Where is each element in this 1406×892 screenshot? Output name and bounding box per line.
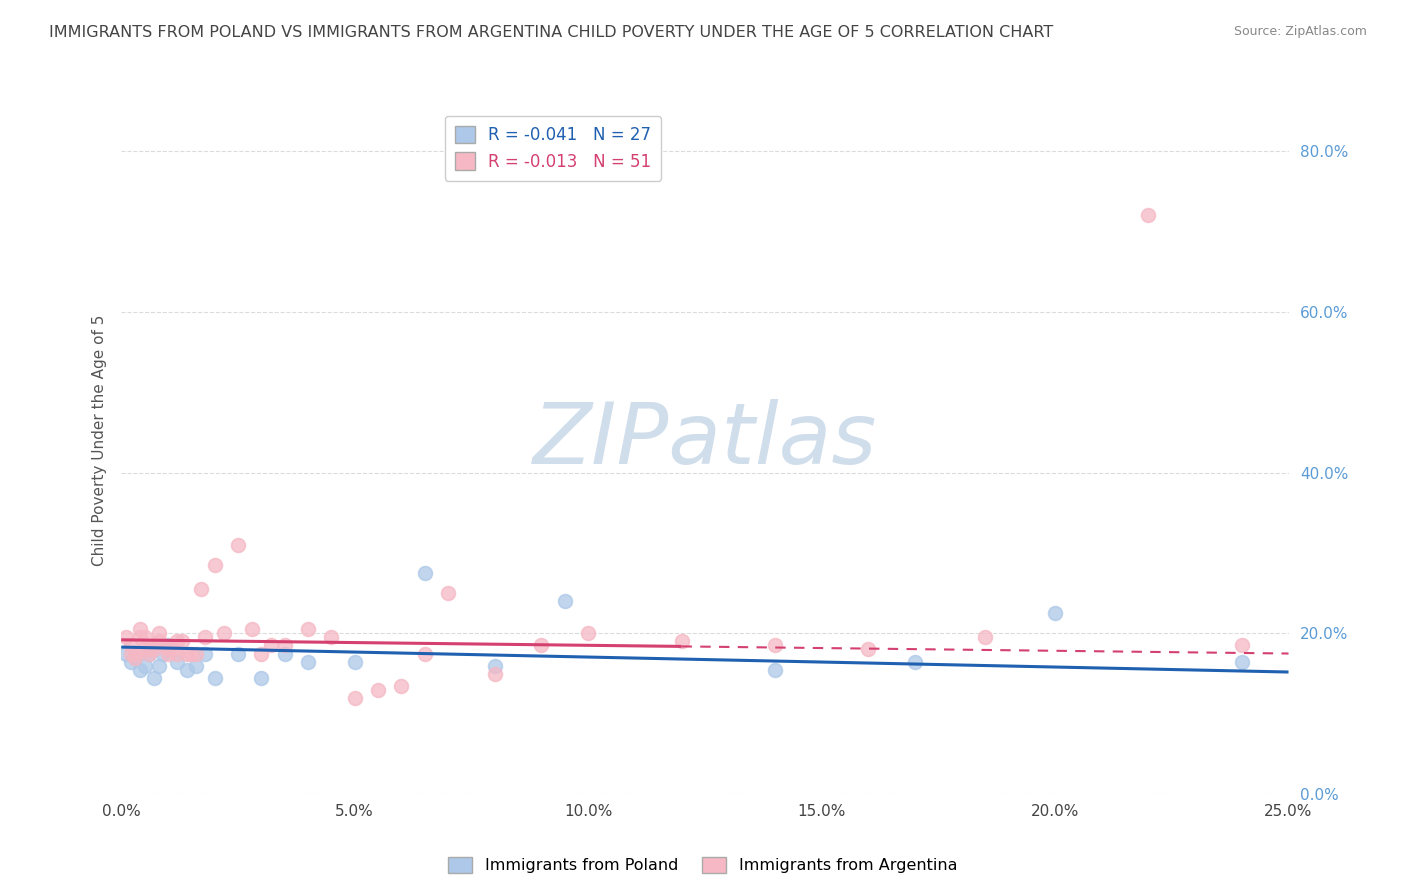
Point: [250, 671, 273, 685]
Point: [484, 658, 506, 673]
Point: [166, 655, 188, 669]
Text: IMMIGRANTS FROM POLAND VS IMMIGRANTS FROM ARGENTINA CHILD POVERTY UNDER THE AGE : IMMIGRANTS FROM POLAND VS IMMIGRANTS FRO…: [49, 25, 1053, 40]
Point: [152, 647, 174, 661]
Text: ZIPatlas: ZIPatlas: [533, 399, 877, 482]
Point: [190, 582, 212, 596]
Point: [124, 650, 146, 665]
Point: [259, 639, 281, 653]
Point: [297, 623, 319, 637]
Point: [134, 631, 156, 645]
Point: [138, 642, 160, 657]
Point: [413, 566, 436, 580]
Point: [148, 658, 170, 673]
Point: [156, 647, 179, 661]
Point: [204, 558, 226, 572]
Point: [1043, 607, 1066, 621]
Point: [124, 650, 146, 665]
Point: [142, 642, 165, 657]
Point: [1324, 634, 1347, 648]
Point: [170, 634, 193, 648]
Point: [184, 647, 207, 661]
Point: [134, 658, 156, 673]
Point: [1230, 655, 1253, 669]
Point: [180, 647, 202, 661]
Point: [124, 647, 146, 661]
Point: [148, 626, 170, 640]
Point: [484, 666, 506, 681]
Point: [194, 631, 217, 645]
Point: [343, 690, 366, 705]
Legend: R = -0.041   N = 27, R = -0.013   N = 51: R = -0.041 N = 27, R = -0.013 N = 51: [444, 116, 661, 180]
Text: Source: ZipAtlas.com: Source: ZipAtlas.com: [1233, 25, 1367, 38]
Point: [142, 639, 165, 653]
Legend: Immigrants from Poland, Immigrants from Argentina: Immigrants from Poland, Immigrants from …: [441, 850, 965, 880]
Point: [226, 538, 249, 552]
Point: [184, 658, 207, 673]
Point: [273, 639, 295, 653]
Point: [240, 623, 263, 637]
Point: [389, 679, 412, 693]
Point: [115, 647, 138, 661]
Point: [138, 647, 160, 661]
Point: [156, 642, 179, 657]
Point: [413, 647, 436, 661]
Point: [858, 642, 880, 657]
Point: [763, 663, 786, 677]
Point: [142, 671, 165, 685]
Point: [367, 682, 389, 697]
Point: [904, 655, 927, 669]
Point: [1137, 208, 1160, 222]
Point: [134, 642, 156, 657]
Point: [212, 626, 235, 640]
Point: [166, 647, 188, 661]
Point: [576, 626, 599, 640]
Point: [226, 647, 249, 661]
Point: [152, 639, 174, 653]
Point: [194, 647, 217, 661]
Point: [162, 642, 184, 657]
Point: [554, 594, 576, 608]
Point: [763, 639, 786, 653]
Point: [273, 647, 295, 661]
Point: [120, 639, 142, 653]
Point: [671, 634, 693, 648]
Point: [176, 647, 198, 661]
Point: [120, 647, 142, 661]
Point: [176, 663, 198, 677]
Point: [437, 586, 460, 600]
Y-axis label: Child Poverty Under the Age of 5: Child Poverty Under the Age of 5: [93, 315, 107, 566]
Point: [321, 631, 343, 645]
Point: [128, 631, 150, 645]
Point: [128, 663, 150, 677]
Point: [343, 655, 366, 669]
Point: [974, 631, 997, 645]
Point: [530, 639, 553, 653]
Point: [148, 634, 170, 648]
Point: [297, 655, 319, 669]
Point: [128, 623, 150, 637]
Point: [156, 639, 179, 653]
Point: [1230, 639, 1253, 653]
Point: [120, 655, 142, 669]
Point: [138, 647, 160, 661]
Point: [166, 634, 188, 648]
Point: [250, 647, 273, 661]
Point: [204, 671, 226, 685]
Point: [115, 631, 138, 645]
